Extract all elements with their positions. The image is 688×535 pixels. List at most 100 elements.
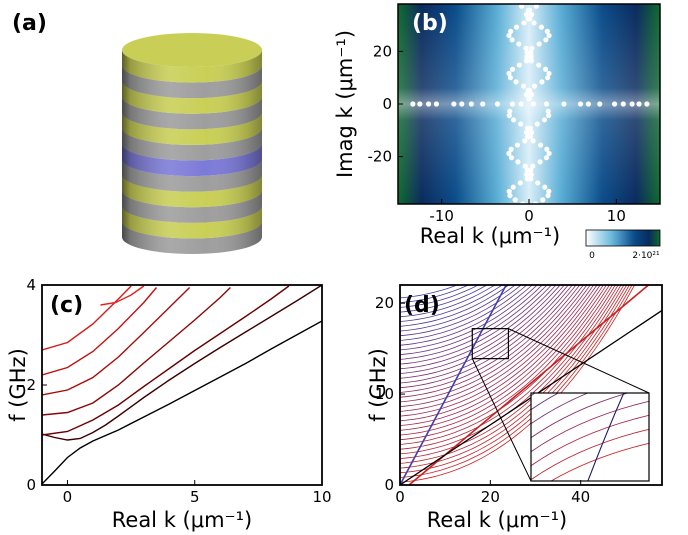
imag-root-dot [530, 163, 536, 169]
spin-wave-branch [400, 285, 591, 412]
inset-branch [531, 400, 649, 453]
panel-b-label: (b) [412, 11, 448, 36]
panel-b: (b) -10 0 10 -20 0 20 Real k (μm⁻¹) Imag k (μ… [333, 3, 661, 261]
panel-b-xtick-label: -10 [429, 207, 454, 225]
imag-root-dot [506, 150, 512, 157]
panel-b-ytick-label: 20 [373, 42, 392, 60]
real-root-dot [585, 101, 591, 107]
imag-root-dot [534, 121, 540, 127]
colorbar-max-label: 2·10²¹ [632, 251, 660, 261]
panel-c-curves [42, 285, 322, 485]
panel-d: (d) 0 20 40 0 10 20 Real k (μm⁻¹) f (GHz) [366, 284, 663, 532]
real-root-dot [577, 101, 584, 107]
panel-b-xtick-label: 0 [524, 207, 534, 225]
imag-root-dot [545, 108, 551, 114]
imag-root-dot [516, 62, 522, 68]
spin-wave-branch [400, 285, 561, 374]
panel-d-xlabel: Real k (μm⁻¹) [427, 508, 568, 532]
imag-root-dot [528, 11, 535, 18]
imag-root-dot [507, 108, 513, 114]
imag-root-dot [543, 155, 550, 161]
panel-b-xlabel: Real k (μm⁻¹) [420, 224, 561, 248]
panel-c-ytick-label: 0 [26, 476, 36, 494]
spin-wave-branch [400, 285, 598, 422]
spin-wave-branch [400, 285, 581, 398]
imag-root-dot [510, 117, 517, 123]
spin-wave-branch [400, 285, 565, 379]
imag-root-dot [524, 49, 530, 56]
spin-wave-branch [400, 285, 510, 327]
panel-c-xtick-label: 5 [190, 488, 200, 506]
real-root-dot [561, 101, 567, 107]
imag-root-dot [539, 79, 545, 85]
real-root-dot [543, 101, 550, 107]
spin-wave-branch [400, 285, 630, 474]
imag-root-dot [523, 45, 529, 51]
imag-root-dot [514, 142, 521, 148]
inset-branch [531, 393, 589, 425]
spin-wave-branch [400, 285, 528, 341]
imag-root-dot [507, 192, 513, 199]
panel-d-frame [399, 284, 663, 486]
spin-wave-branch [400, 285, 459, 299]
panel-b-xtick-label: 10 [607, 207, 626, 225]
spin-wave-branch [400, 285, 470, 303]
imag-root-dot [545, 192, 551, 199]
imag-root-dot [538, 24, 545, 30]
imag-root-dot [527, 7, 533, 13]
spin-wave-branch [400, 285, 607, 436]
imag-root-dot [536, 41, 542, 47]
imag-root-dot [537, 142, 544, 148]
panel-c-ylabel: f (GHz) [6, 348, 30, 422]
imag-root-dot [508, 28, 514, 34]
panel-d-xtick-label: 0 [395, 488, 405, 506]
imag-root-dot [525, 16, 531, 22]
imag-root-dot [528, 49, 534, 56]
zoom-connector [508, 328, 650, 394]
colorbar [585, 229, 661, 247]
imag-root-dot [546, 32, 552, 39]
panel-b-ytick-label: -20 [368, 148, 393, 166]
spin-wave-branch [400, 285, 533, 346]
imag-root-dot [544, 75, 551, 81]
real-root-dot [425, 101, 432, 107]
imag-root-dot [524, 54, 530, 60]
spin-wave-branch [400, 285, 584, 403]
spin-wave-branch [400, 285, 557, 370]
spin-wave-branch [400, 285, 488, 313]
imag-root-dot [523, 91, 530, 98]
inset-branch [531, 428, 649, 481]
imag-root-dot [544, 146, 550, 152]
spin-wave-branch [400, 285, 622, 459]
imag-root-dot [506, 188, 512, 194]
spin-wave-branch [400, 285, 604, 431]
real-root-dot [611, 101, 618, 107]
imag-root-dot [540, 197, 546, 203]
imag-root-dot [519, 4, 525, 9]
spin-wave-branch [400, 285, 569, 384]
imag-root-dot [517, 180, 523, 186]
imag-root-dot [528, 91, 535, 98]
blue-crossing-line [400, 285, 507, 485]
real-root-dot [636, 101, 642, 107]
imag-root-dot [518, 121, 524, 127]
root-dots [410, 4, 650, 204]
real-root-dot [468, 101, 474, 107]
spin-wave-branch [400, 285, 553, 365]
panel-c-label: (c) [50, 293, 83, 318]
dispersion-curve [42, 285, 132, 351]
panel-d-xtick-label: 40 [571, 488, 590, 506]
panel-c-xlabel: Real k (μm⁻¹) [112, 508, 253, 532]
imag-root-dot [522, 163, 528, 169]
imag-root-dot [509, 37, 515, 43]
panel-d-ytick-label: 20 [375, 294, 394, 312]
spin-wave-branch [400, 285, 538, 351]
imag-root-dot [523, 129, 530, 136]
inset-branch [531, 393, 630, 439]
panel-c-frame [41, 284, 323, 486]
inset-branch [531, 414, 649, 467]
panel-c-xtick-label: 0 [63, 488, 73, 506]
spin-wave-branch [400, 285, 633, 478]
real-root-dot [494, 101, 501, 107]
inset-branch [550, 442, 649, 481]
